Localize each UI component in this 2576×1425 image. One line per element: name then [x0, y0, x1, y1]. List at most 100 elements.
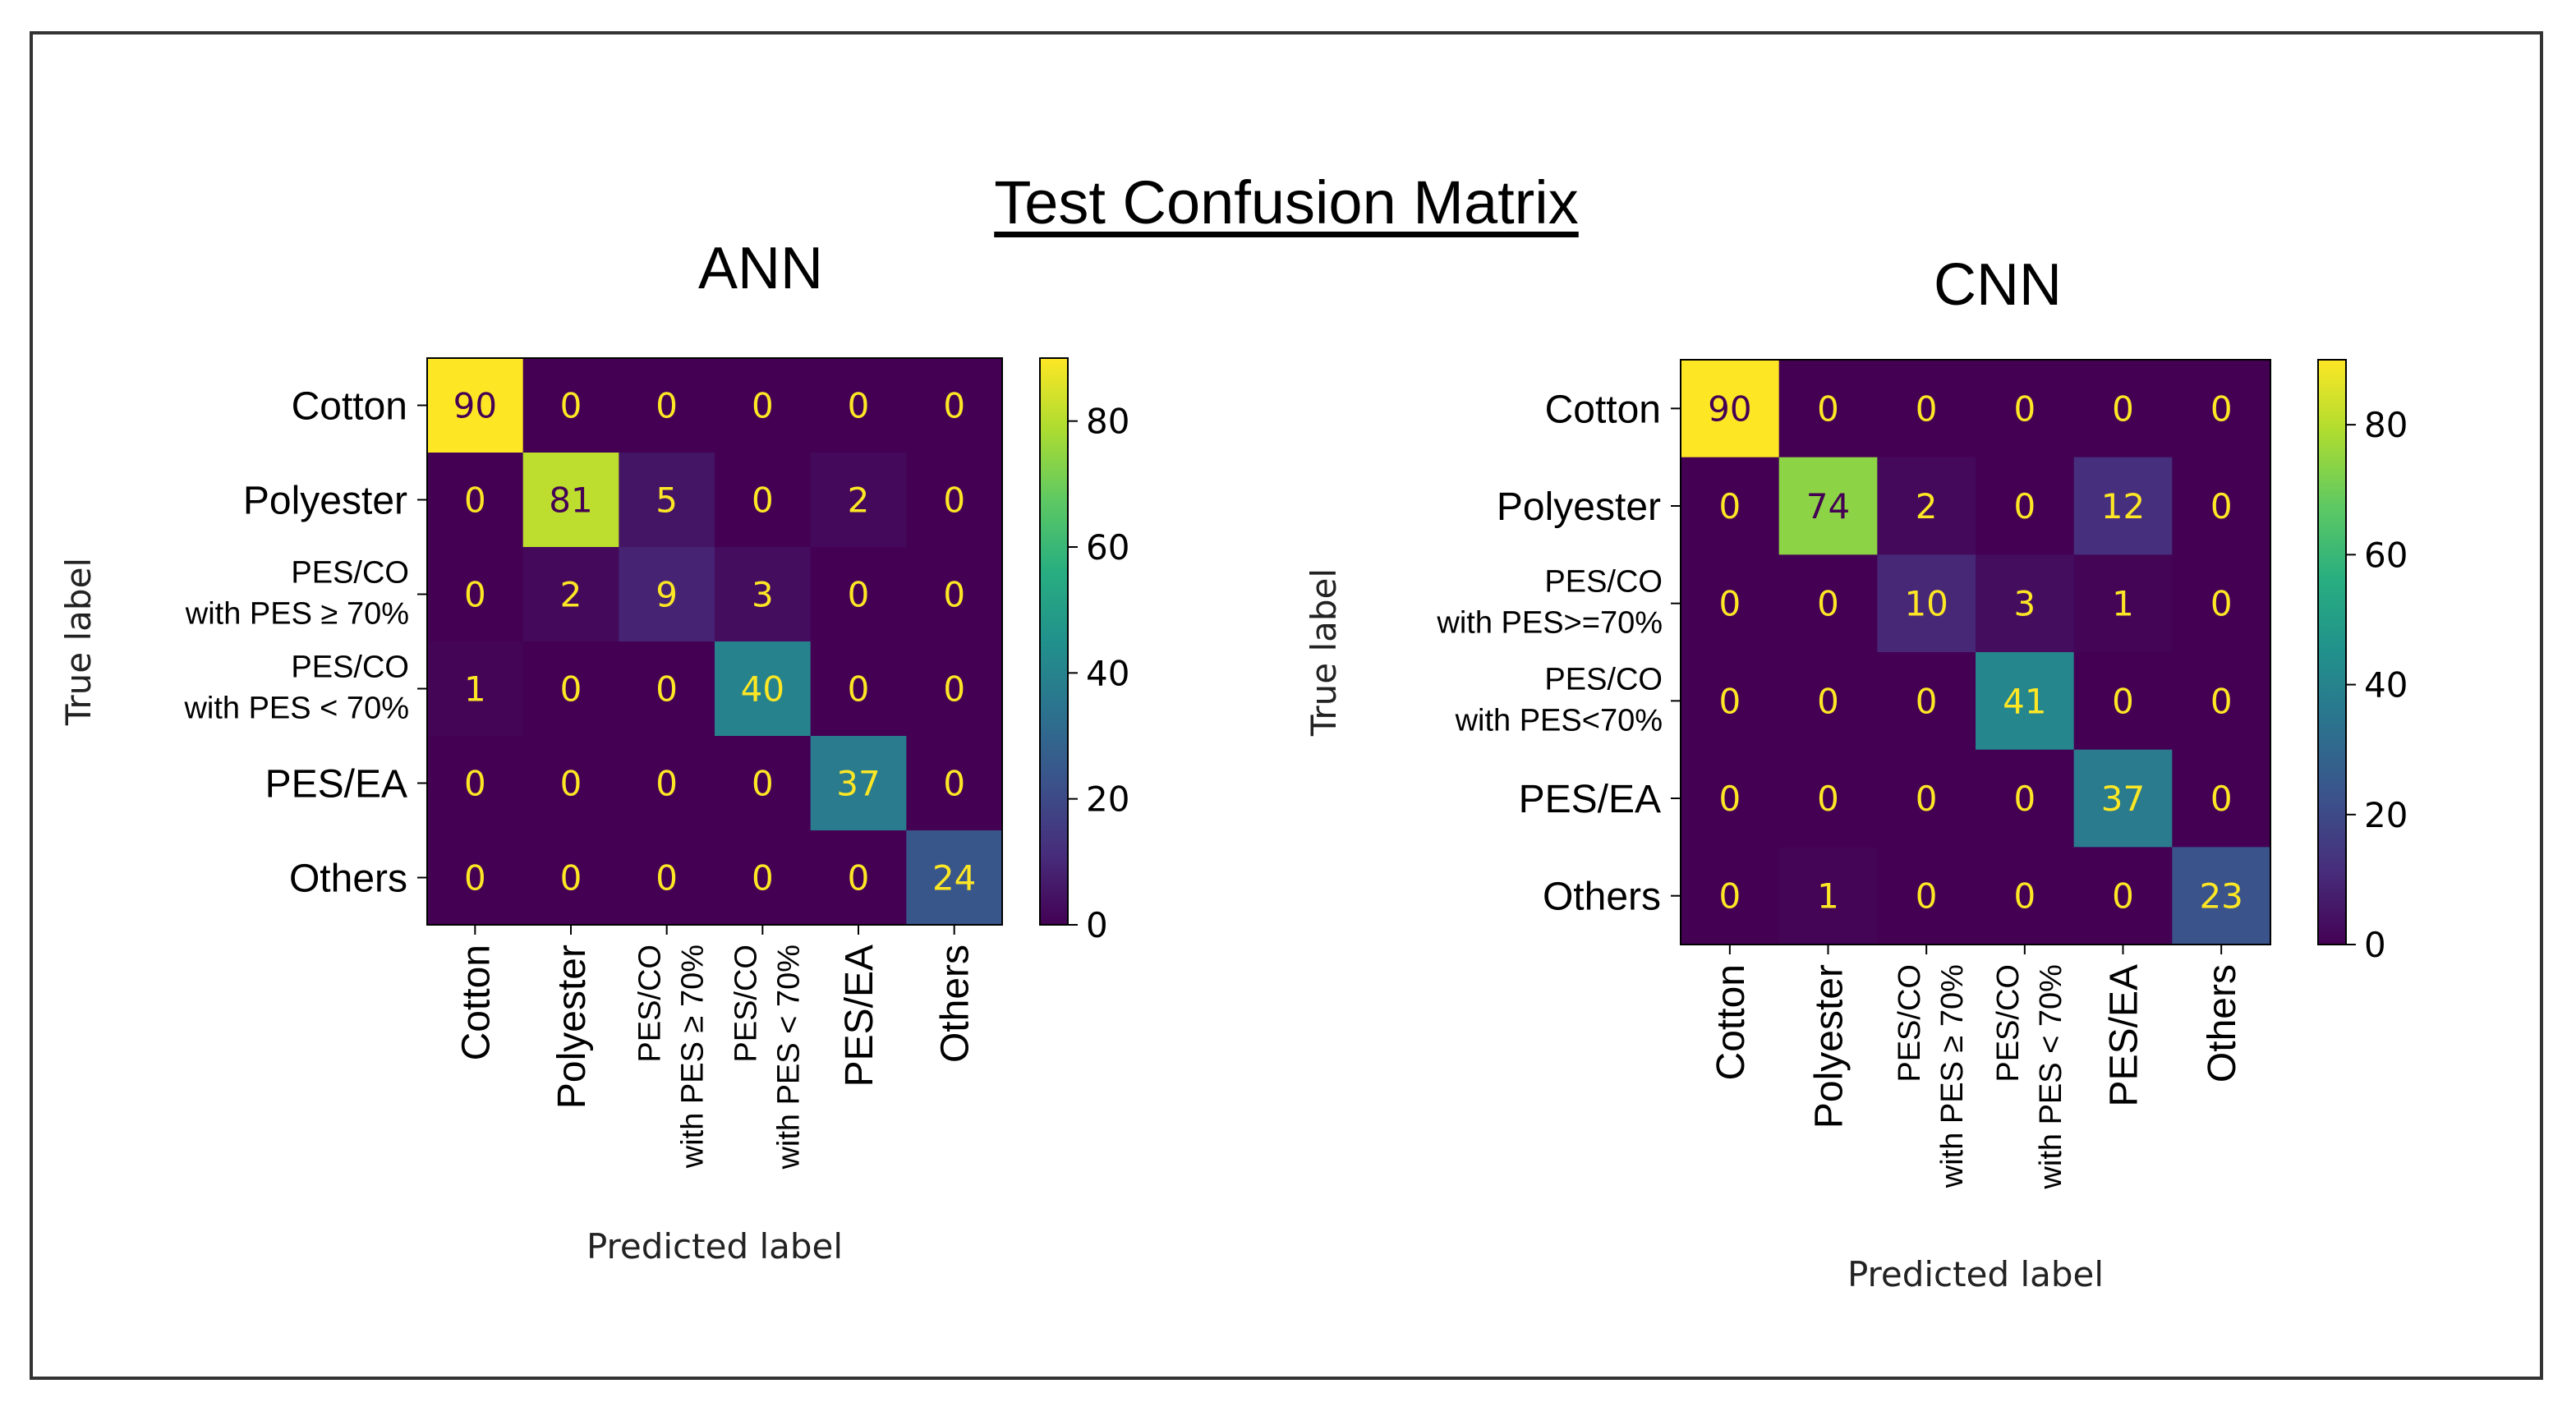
x-tick-label: PES/CO — [1893, 964, 1927, 1083]
matrix-cell — [715, 736, 812, 831]
cell-value: 24 — [932, 858, 976, 899]
matrix-cell — [1778, 847, 1878, 945]
cell-value: 0 — [943, 669, 965, 710]
matrix-cell — [1877, 847, 1976, 945]
cell-value: 0 — [656, 858, 678, 899]
cell-value: 0 — [560, 386, 582, 426]
y-tick-label: Cotton — [292, 385, 407, 429]
cell-value: 0 — [2013, 876, 2036, 917]
matrix-cell — [2073, 457, 2173, 555]
cell-value: 0 — [2210, 388, 2233, 429]
y-axis-label: True label — [58, 558, 99, 726]
matrix-cell — [427, 453, 524, 548]
matrix-cell — [715, 453, 812, 548]
matrix-cell — [1681, 457, 1780, 555]
matrix-cell — [619, 547, 715, 642]
colorbar-tick-label: 60 — [1086, 527, 1129, 568]
cell-value: 0 — [752, 386, 774, 426]
cell-value: 0 — [2013, 486, 2036, 526]
x-tick-label: Cotton — [454, 945, 498, 1060]
cell-value: 0 — [848, 386, 870, 426]
cell-value: 0 — [464, 480, 486, 521]
y-tick-label: PES/CO — [291, 556, 409, 591]
x-tick-label: PES/CO — [633, 945, 668, 1063]
matrix-frame — [1680, 359, 2272, 946]
y-tick-label: PES/CO — [1544, 662, 1663, 696]
matrix-cell — [715, 641, 812, 737]
matrix-cell — [1877, 554, 1976, 653]
y-tick-label: Cotton — [1545, 388, 1661, 431]
cell-value: 74 — [1806, 486, 1850, 526]
cell-value: 0 — [2210, 779, 2233, 819]
matrix-cell — [522, 453, 619, 548]
x-tick-label: with PES < 70% — [771, 945, 806, 1170]
cell-value: 0 — [560, 669, 582, 710]
cell-value: 0 — [1916, 388, 1938, 429]
colorbar-tick-label: 40 — [2364, 665, 2408, 706]
matrix-cell — [427, 358, 524, 453]
matrix-cell — [522, 830, 619, 926]
cell-value: 0 — [2210, 486, 2233, 526]
colorbar — [1039, 357, 1069, 926]
matrix-cell — [427, 547, 524, 642]
matrix-cell — [2073, 554, 2173, 653]
cell-value: 37 — [2101, 779, 2145, 819]
matrix-cell — [522, 358, 619, 453]
x-tick-label: PES/EA — [838, 945, 881, 1087]
y-tick-label: Polyester — [243, 480, 407, 523]
matrix-cell — [1976, 457, 2075, 555]
matrix-cell — [1778, 749, 1878, 848]
y-tick-label: with PES < 70% — [183, 692, 409, 726]
matrix-cell — [715, 358, 812, 453]
matrix-cell — [906, 453, 1003, 548]
y-tick-label: Others — [1543, 876, 1661, 919]
cell-value: 12 — [2101, 486, 2145, 526]
confusion-matrix-ann: 90 0 0 0 0 00 81 5 0 2 00 2 9 3 0 01 0 0 40 0 00 0 0 0 37 00 0 0 0 0 2… — [58, 357, 1129, 1266]
x-tick-label: with PES ≥ 70% — [1935, 964, 1970, 1188]
y-tick-label: with PES>=70% — [1436, 606, 1663, 641]
matrix-cell — [1681, 360, 1780, 458]
matrix-cell — [906, 358, 1003, 453]
x-tick-label: PES/EA — [2103, 964, 2146, 1106]
cell-value: 0 — [2210, 681, 2233, 721]
matrix-cell — [715, 830, 812, 926]
cell-value: 0 — [752, 764, 774, 804]
cell-value: 3 — [752, 575, 774, 615]
y-tick-label: with PES<70% — [1455, 703, 1663, 738]
matrix-cell — [1681, 652, 1780, 751]
cell-value: 0 — [2013, 388, 2036, 429]
cell-value: 0 — [1817, 388, 1839, 429]
cell-value: 0 — [464, 764, 486, 804]
x-tick-label: Others — [2201, 964, 2244, 1083]
cell-value: 0 — [1718, 486, 1741, 526]
matrix-cell — [2073, 652, 2173, 751]
matrix-cell — [1778, 360, 1878, 458]
matrix-cell — [1681, 749, 1780, 848]
matrix-cell — [1976, 554, 2075, 653]
cell-value: 0 — [464, 575, 486, 615]
matrix-cell — [2172, 847, 2271, 945]
matrix-cell — [2172, 652, 2271, 751]
y-tick-label: Polyester — [1497, 485, 1661, 529]
y-axis-label: True label — [1304, 568, 1344, 737]
cell-value: 23 — [2199, 876, 2242, 917]
colorbar-tick-label: 0 — [2364, 925, 2386, 965]
cell-value: 0 — [1817, 584, 1839, 624]
matrix-cell — [1877, 457, 1976, 555]
matrix-cell — [1681, 847, 1780, 945]
matrix-cell — [2172, 360, 2271, 458]
confusion-matrix-cnn: 90 0 0 0 0 00 74 2 0 12 00 0 10 3 1 00 0 0 41 0 00 0 0 0 37 00 1 0 0… — [1304, 359, 2408, 1294]
matrix-cell — [619, 830, 715, 926]
cell-value: 0 — [560, 764, 582, 804]
matrix-cell — [427, 736, 524, 831]
matrix-cell — [2172, 457, 2271, 555]
matrix-cell — [715, 547, 812, 642]
matrix-cell — [1976, 749, 2075, 848]
matrix-cell — [2073, 749, 2173, 848]
cell-value: 90 — [1708, 388, 1751, 429]
x-tick-label: with PES ≥ 70% — [676, 945, 711, 1169]
cell-value: 0 — [943, 764, 965, 804]
x-tick-label: PES/CO — [729, 945, 763, 1063]
matrix-cell — [1877, 360, 1976, 458]
